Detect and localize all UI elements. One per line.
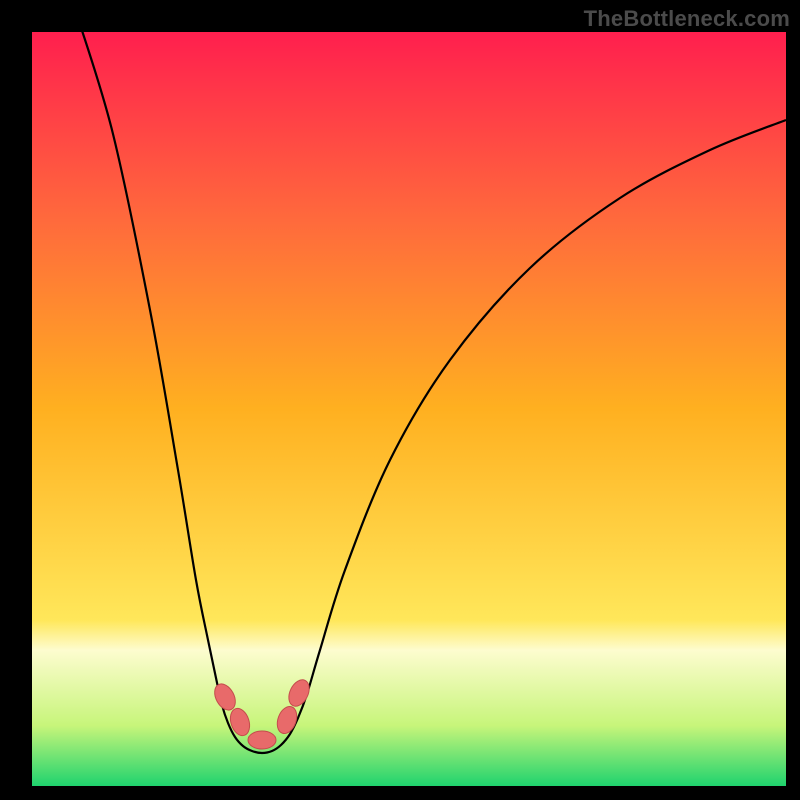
- curve-marker-3: [274, 704, 300, 736]
- bottleneck-curve: [0, 0, 800, 800]
- watermark-text: TheBottleneck.com: [584, 6, 790, 32]
- chart-frame: TheBottleneck.com: [0, 0, 800, 800]
- curve-marker-1: [227, 706, 253, 738]
- v-curve-path: [72, 0, 786, 753]
- curve-marker-4: [285, 676, 313, 709]
- curve-marker-2: [248, 731, 276, 749]
